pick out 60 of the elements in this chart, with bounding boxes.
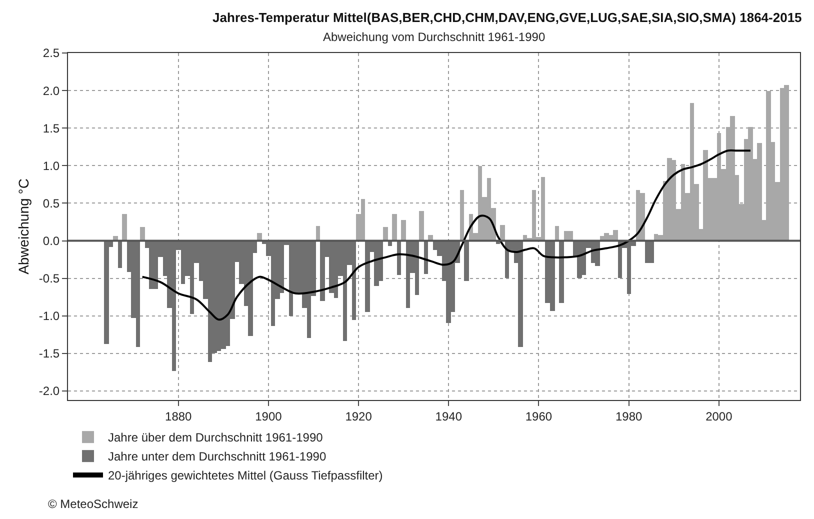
bar [316, 226, 320, 241]
text: © MeteoSchweiz [48, 497, 138, 511]
x-tick-label: 1980 [615, 409, 642, 424]
bar [577, 241, 582, 278]
bar [248, 241, 253, 336]
bar [460, 190, 464, 241]
bar [555, 226, 559, 241]
bar [464, 241, 469, 281]
x-tick-label: 1940 [435, 409, 462, 424]
bar [320, 241, 325, 301]
chart-title: Jahres-Temperatur Mittel(BAS,BER,CHD,CHM,DAV,ENG,GVE,LUG,SAE,SIA,SIO,SMA) 1864-2015 [212, 10, 802, 26]
bar [424, 241, 428, 274]
bar [568, 231, 573, 241]
y-tick-label: -1.0 [38, 309, 60, 324]
y-tick-label: 2.0 [42, 84, 60, 98]
x-tick-label: 1920 [345, 409, 372, 424]
bar [748, 127, 753, 241]
bar [730, 116, 735, 241]
y-tick-label: -1.5 [38, 346, 60, 361]
legend-label: 20-jähriges gewichtetes Mittel (Gauss Tiefpassfilter) [108, 468, 383, 483]
legend-label: Jahre unter dem Durchschnitt 1961-1990 [108, 450, 326, 464]
bar [757, 143, 762, 241]
bar [667, 158, 672, 241]
y-tick-label: 0.0 [42, 234, 60, 248]
x-tick-label: 1880 [165, 409, 192, 424]
bar [140, 227, 145, 241]
bar [374, 241, 379, 286]
bar [122, 214, 127, 241]
bar [766, 91, 771, 241]
chart-subtitle: Abweichung vom Durchschnitt 1961-1990 [323, 30, 546, 44]
y-axis-title: Abweichung °C [16, 178, 32, 274]
bar [703, 150, 708, 241]
bar [221, 241, 226, 349]
bar [559, 241, 564, 303]
bar [446, 241, 451, 323]
bar [104, 241, 109, 344]
bar [649, 241, 654, 263]
y-tick-label: -0.5 [38, 272, 60, 286]
legend-label: Jahre über dem Durchschnitt 1961-1990 [108, 430, 324, 445]
y-tick-label: 1.0 [42, 158, 60, 173]
bar [419, 211, 424, 241]
bar [397, 241, 401, 275]
x-tick-label: 2000 [706, 409, 733, 424]
bar [118, 241, 122, 268]
bar [149, 241, 154, 289]
bar [365, 241, 370, 312]
bar [518, 241, 523, 347]
bar [500, 225, 505, 241]
y-tick-label: -2.0 [38, 384, 60, 398]
y-tick-label: 0.5 [42, 196, 60, 210]
line-series [141, 150, 752, 321]
y-tick-label: 2.5 [42, 46, 60, 60]
bar [401, 220, 406, 241]
y-tick-label: 1.5 [42, 121, 60, 136]
bar [392, 214, 397, 241]
x-tick-label: 1960 [525, 409, 552, 424]
bar [613, 230, 618, 241]
bar [383, 227, 388, 241]
bar [784, 85, 789, 241]
x-tick-label: 1900 [255, 409, 282, 424]
